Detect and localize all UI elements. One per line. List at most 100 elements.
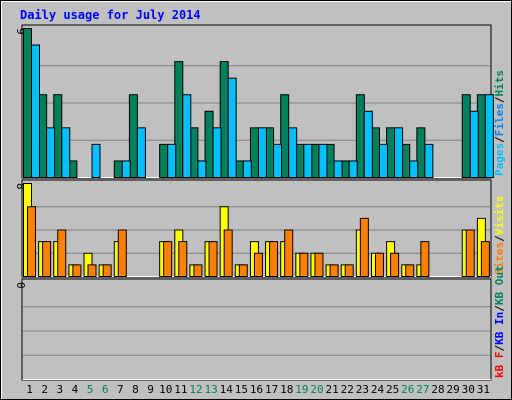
x-tick-label: 21: [326, 383, 339, 396]
legend-entry: KB In: [493, 312, 506, 345]
bar-pages: [484, 94, 494, 178]
panel-kbytes: 0kB F/KB In/KB Out: [14, 265, 506, 381]
bar-sites: [117, 229, 127, 277]
bar-pages: [242, 160, 252, 178]
legend-extra: kB F: [493, 352, 506, 379]
bar-sites: [193, 264, 203, 277]
x-tick-label: 9: [147, 383, 154, 396]
bar-hits: [113, 160, 123, 178]
x-tick-label: 1: [26, 383, 33, 396]
bar-sites: [465, 229, 475, 277]
bar-pages: [182, 94, 192, 178]
bar-sites: [405, 264, 415, 277]
legend-visits: Sites/Visits: [493, 196, 506, 276]
x-tick-label: 3: [57, 383, 64, 396]
bar-sites: [27, 206, 36, 277]
x-tick-label: 29: [447, 383, 460, 396]
bar-pages: [197, 160, 207, 178]
x-tick-label: 14: [220, 383, 234, 396]
bar-sites: [57, 229, 67, 277]
bar-sites: [359, 217, 369, 277]
x-tick-label: 24: [371, 383, 385, 396]
x-tick-label: 20: [310, 383, 323, 396]
bar-sites: [390, 252, 400, 277]
x-tick-label: 31: [477, 383, 490, 396]
bar-pages: [348, 160, 358, 178]
bar-sites: [420, 241, 430, 277]
bar-pages: [212, 127, 222, 179]
bar-pages: [424, 143, 434, 178]
x-tick-label: 2: [41, 383, 48, 396]
bar-pages: [288, 127, 298, 179]
panel-frame-kbytes: [21, 278, 492, 381]
bar-hits: [159, 143, 169, 178]
x-tick-label: 15: [235, 383, 248, 396]
bar-pages: [378, 143, 388, 178]
legend-entry: KB Out: [493, 265, 506, 305]
x-tick-label: 4: [72, 383, 79, 396]
x-axis-labels: 1 2 3 4 5 6 7 8 9 10 11 12 13 14 15 16 17 18 19 20 21 22 23 24 2…: [26, 383, 490, 396]
bar-pages: [409, 160, 419, 178]
y-max-label-kbytes: 0: [14, 282, 27, 289]
bar-sites: [299, 252, 309, 277]
legend-entry: Files: [493, 103, 506, 136]
x-tick-label: 26: [401, 383, 414, 396]
bar-pages: [31, 44, 40, 178]
y-max-label-visits: 8: [14, 183, 27, 190]
bar-pages: [167, 143, 177, 178]
bar-pages: [394, 127, 404, 179]
bar-sites: [284, 229, 294, 277]
bar-pages: [136, 127, 146, 179]
bar-sites: [238, 264, 248, 277]
x-tick-label: 22: [341, 383, 354, 396]
bar-pages: [469, 110, 479, 178]
bar-sites: [269, 241, 279, 277]
legend-separator: /: [493, 305, 506, 312]
bar-sites: [480, 241, 490, 277]
x-tick-label: 27: [416, 383, 429, 396]
bar-pages: [61, 127, 71, 179]
x-tick-label: 12: [189, 383, 202, 396]
legend-separator: /: [493, 136, 506, 143]
legend-kbytes: kB F/KB In/KB Out: [493, 265, 506, 378]
x-tick-label: 17: [265, 383, 278, 396]
panel-hits: 9 Pages/Files/Hits: [14, 24, 506, 179]
x-tick-label: 8: [132, 383, 139, 396]
bar-pages: [227, 77, 237, 178]
chart-title: Daily usage for July 2014: [20, 8, 201, 22]
bar-sites: [329, 264, 339, 277]
bar-sites: [208, 241, 218, 277]
bar-sites: [102, 264, 112, 277]
x-tick-label: 6: [102, 383, 109, 396]
bar-pages: [46, 127, 56, 179]
bar-sites: [374, 252, 384, 277]
x-tick-label: 16: [250, 383, 263, 396]
bar-pages: [318, 143, 328, 178]
x-tick-label: 19: [295, 383, 308, 396]
legend-separator: /: [493, 96, 506, 103]
bar-sites: [87, 264, 97, 277]
bar-pages: [363, 110, 373, 178]
bar-pages: [91, 143, 101, 178]
x-tick-label: 23: [356, 383, 369, 396]
legend-entry: Sites: [493, 242, 506, 275]
legend-separator: /: [493, 235, 506, 242]
legend-separator: /: [493, 345, 506, 352]
x-tick-label: 13: [204, 383, 217, 396]
bar-sites: [178, 241, 188, 277]
bar-pages: [333, 160, 343, 178]
bar-sites: [253, 252, 263, 277]
x-tick-label: 10: [159, 383, 172, 396]
x-tick-label: 25: [386, 383, 399, 396]
x-tick-label: 5: [87, 383, 94, 396]
bar-sites: [344, 264, 354, 277]
bar-sites: [163, 241, 173, 277]
bar-sites: [223, 229, 233, 277]
bar-sites: [314, 252, 324, 277]
x-tick-label: 28: [431, 383, 444, 396]
legend-hits: Pages/Files/Hits: [493, 70, 506, 176]
bar-sites: [72, 264, 82, 277]
y-max-label-hits: 9: [14, 28, 27, 35]
